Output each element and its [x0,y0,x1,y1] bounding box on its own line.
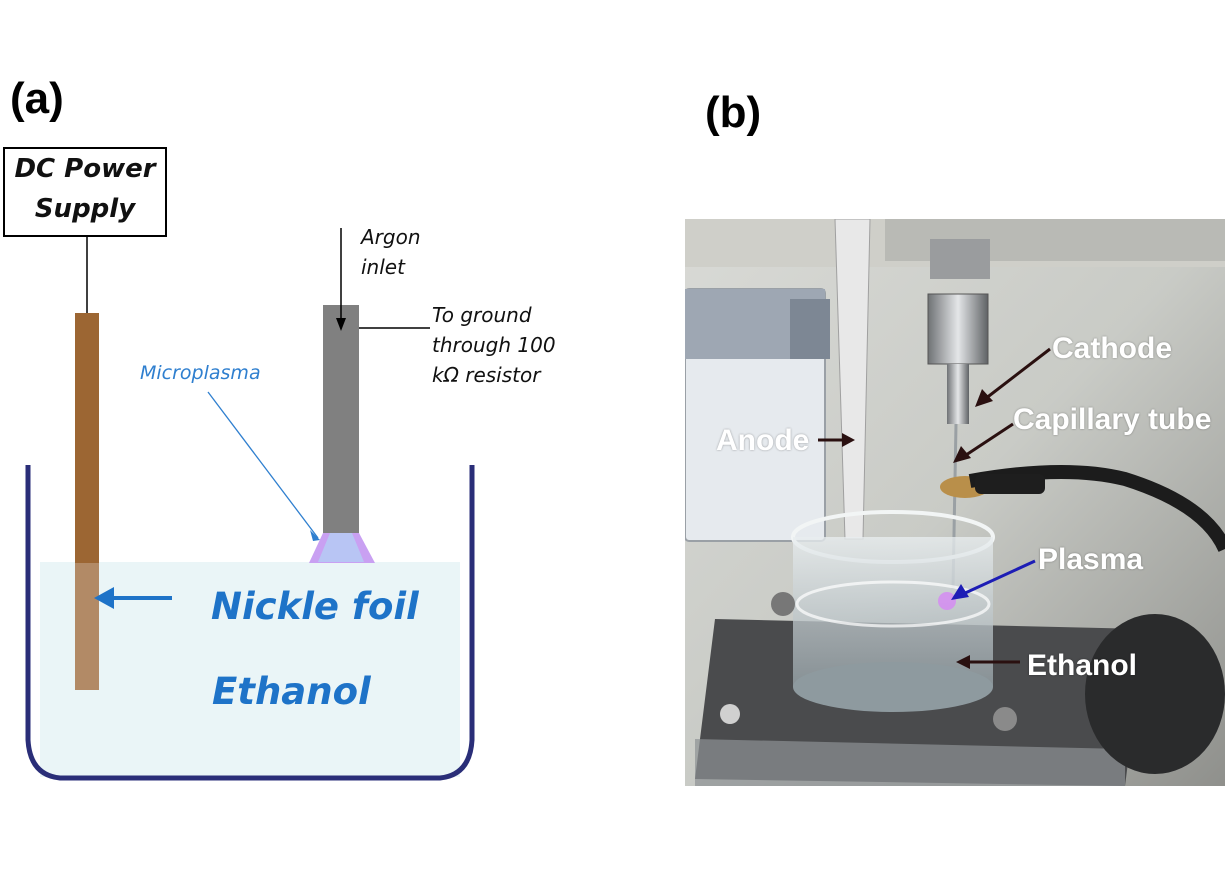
ethanol-arrow-head [956,655,970,669]
nickel-foil-electrode [75,313,99,563]
clip-cable [968,464,1225,553]
plasma-arrow-head [951,584,969,600]
cathode-label: Cathode [1052,332,1172,365]
ethanol-label: Ethanol [212,670,371,713]
microplasma-pointer [207,391,319,539]
argon-line-1: Argon [361,225,421,249]
ground-label: To ground through 100 kΩ resistor [432,300,556,390]
psu-line-1: DC Power [14,154,156,184]
panel-b-label: (b) [705,88,762,137]
cathode-fitting [927,293,989,365]
capillary-arrow-head [953,446,971,463]
capillary-tube-label: Capillary tube [1013,403,1212,436]
microplasma-label: Microplasma [140,362,261,384]
nickel-foil-immersed [75,563,99,690]
capillary-tube [323,305,359,533]
argon-line-2: inlet [361,255,405,279]
photo-ethanol-label: Ethanol [1027,649,1137,682]
ground-line-1: To ground [432,303,532,327]
anode-arrow-head [842,433,855,447]
panel-a-label: (a) [10,74,64,123]
schematic-drawing [25,228,475,781]
ground-line-3: kΩ resistor [432,363,541,387]
setup-photograph [685,219,1225,786]
anode-label: Anode [716,424,810,457]
plasma-label: Plasma [1038,543,1144,576]
argon-inlet-label: Argon inlet [361,222,421,282]
nickel-arrow-head [94,587,114,609]
cathode-arrow-head [975,389,993,407]
psu-line-2: Supply [34,194,136,224]
nickel-foil-label: Nickle foil [211,585,419,628]
argon-arrow-head [336,318,346,331]
plasma-glow-photo [938,592,956,610]
dc-power-supply-box: DC Power Supply [3,147,167,237]
ground-line-2: through 100 [432,333,556,357]
beaker-wall [25,465,475,781]
